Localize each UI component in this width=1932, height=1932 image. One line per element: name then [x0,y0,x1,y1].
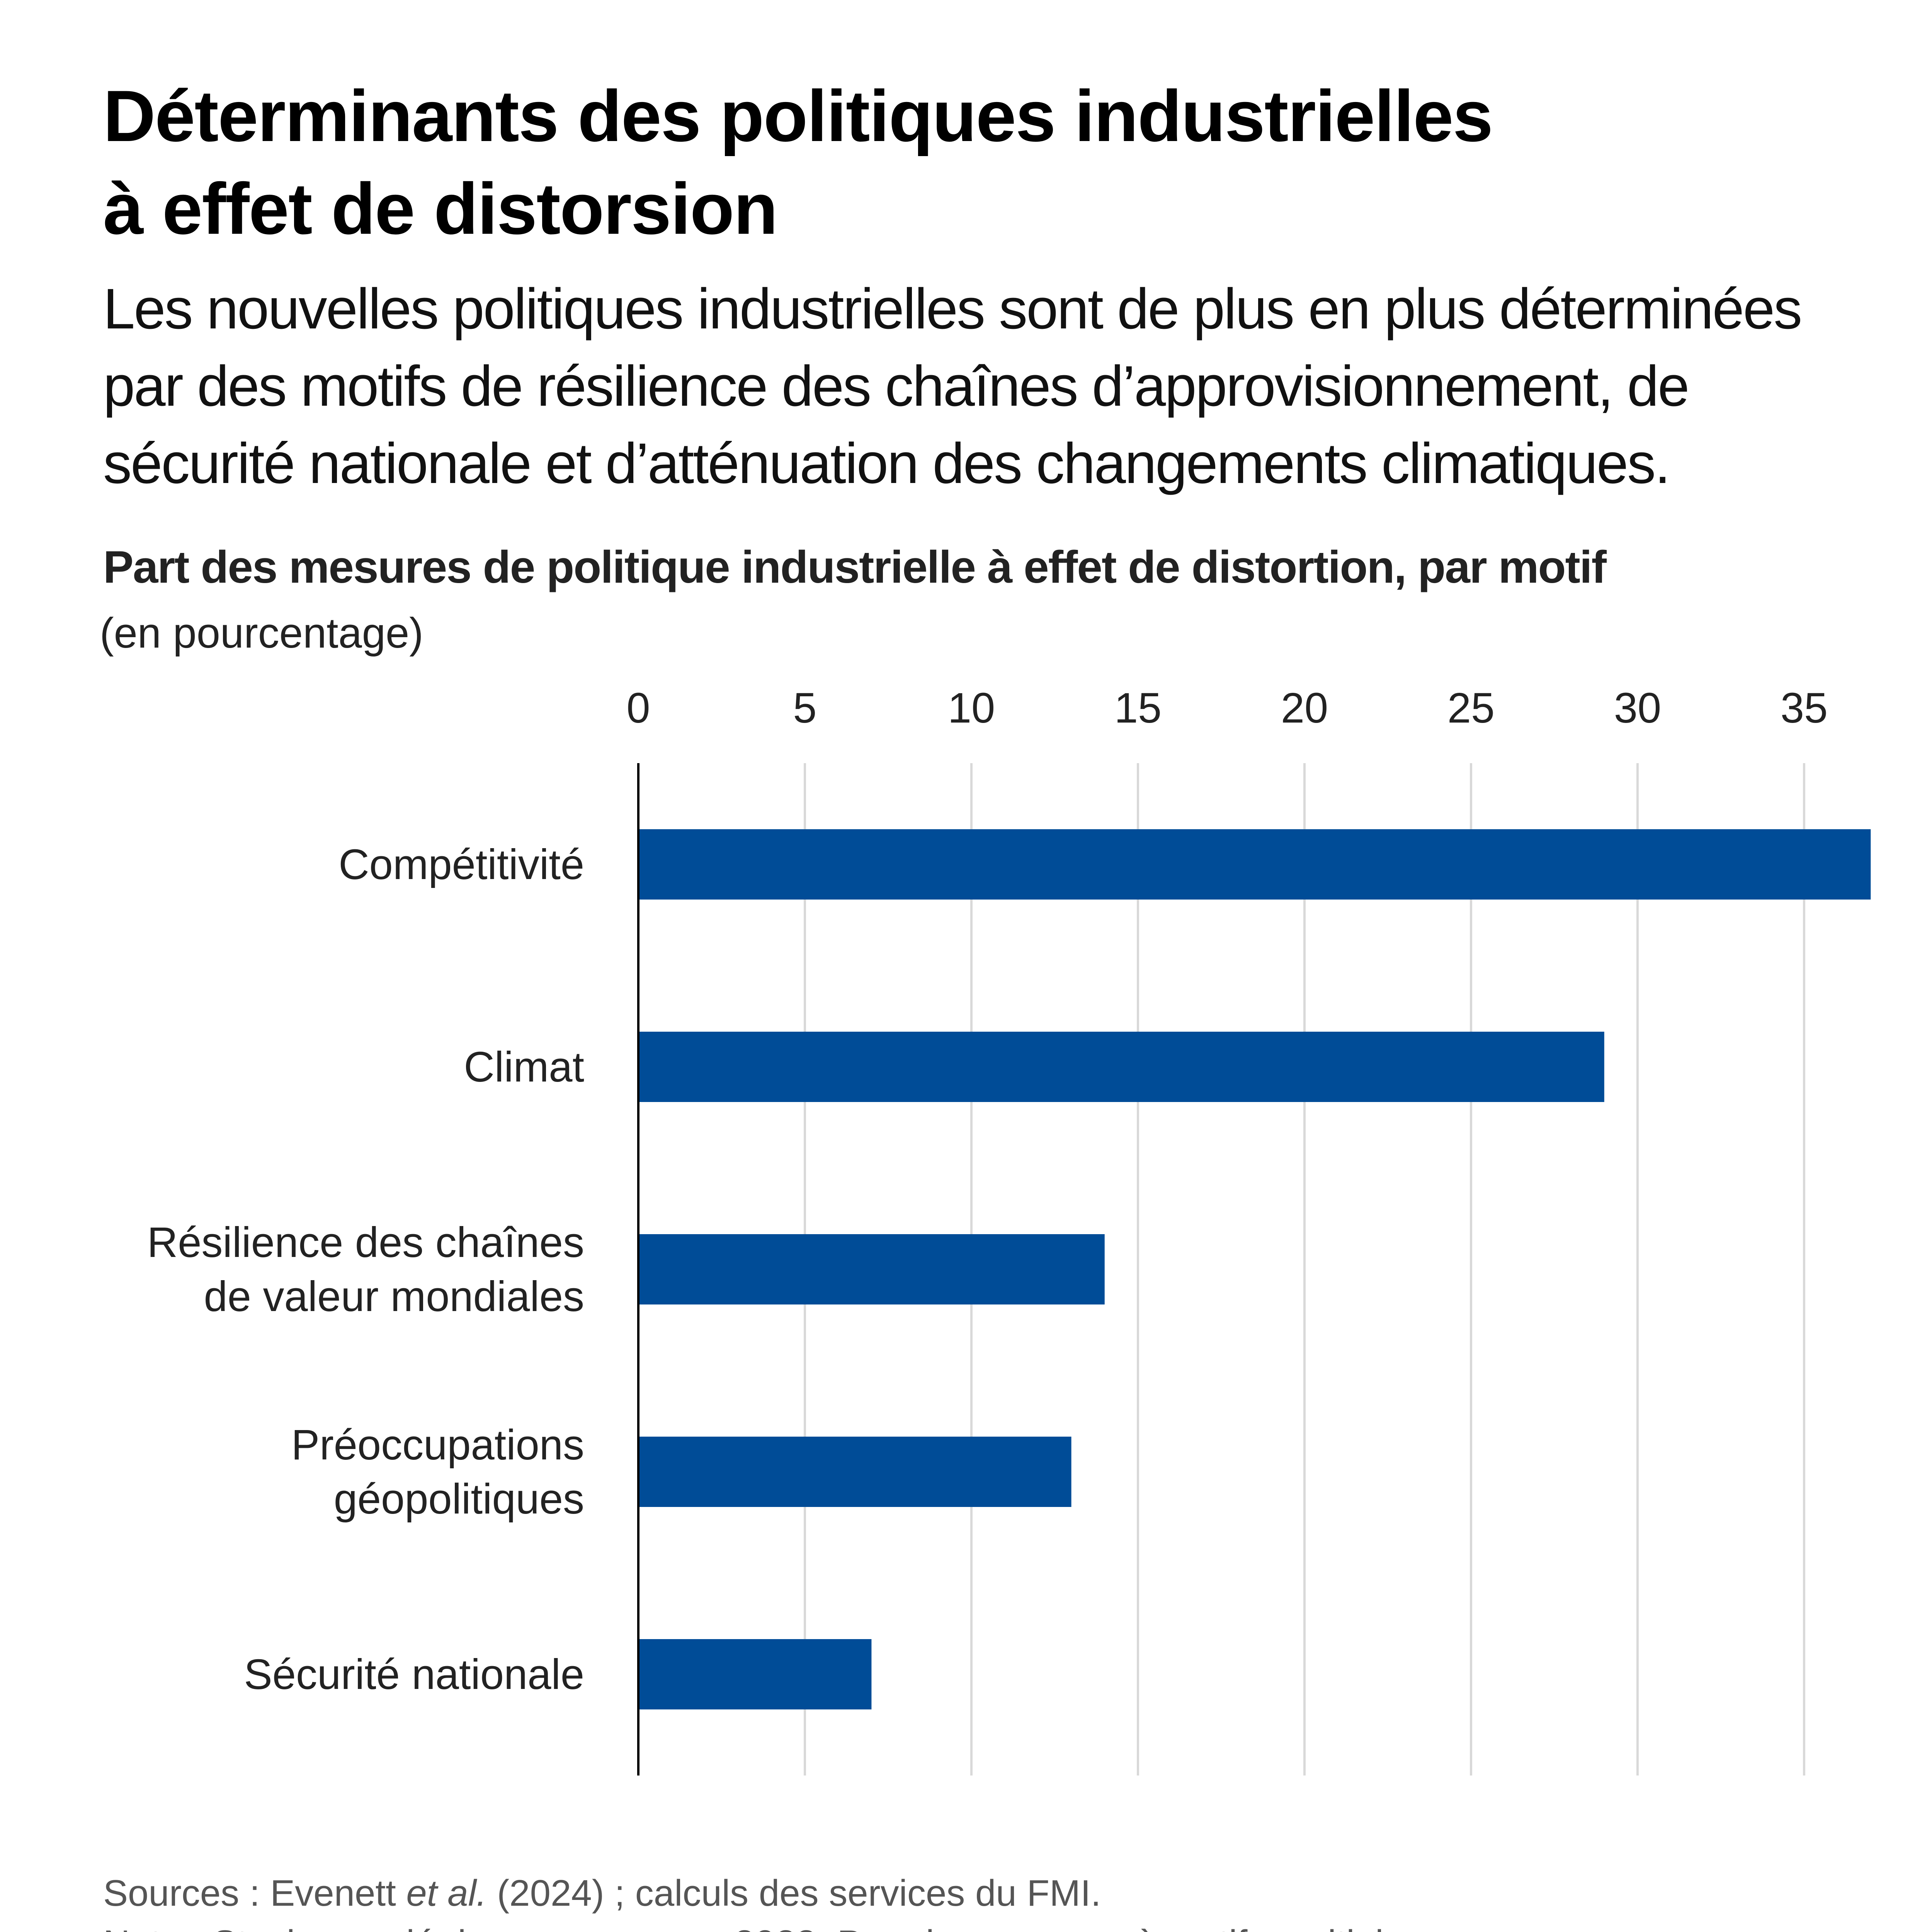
chart-units: (en pourcentage) [100,609,423,657]
sources-suffix: (2024) ; calculs des services du FMI. [486,1872,1101,1914]
page-title: Déterminants des politiques industrielle… [103,70,1932,255]
category-label: Compétitivité [338,841,584,888]
x-tick-label: 0 [626,684,650,732]
bar [638,829,1871,900]
bars [638,829,1871,1709]
subtitle-line-3: sécurité nationale et d’atténuation des … [103,432,1670,495]
note-line-1: Note : Stock cumulé de mesures pour 2023… [103,1918,1433,1932]
bar [638,1032,1604,1102]
x-tick-labels: 0510152025303540 [626,684,1828,732]
sources-italic: et al. [406,1872,487,1914]
category-label: Préoccupations [291,1421,584,1469]
x-tick-label: 30 [1614,684,1661,732]
x-tick-label: 20 [1281,684,1328,732]
subtitle-line-1: Les nouvelles politiques industrielles s… [103,277,1802,341]
footer: Sources : Evenett et al. (2024) ; calcul… [103,1868,1433,1932]
title-line-1: Déterminants des politiques industrielle… [103,75,1493,156]
category-label: Climat [464,1043,584,1091]
sources-note: Sources : Evenett et al. (2024) ; calcul… [103,1868,1433,1918]
bar [638,1234,1105,1304]
x-tick-label: 10 [948,684,995,732]
subtitle: Les nouvelles politiques industrielles s… [103,270,1932,502]
category-label: de valeur mondiales [204,1273,584,1320]
x-tick-label: 35 [1781,684,1828,732]
category-label: géopolitiques [334,1475,584,1523]
sources-prefix: Sources : Evenett [103,1872,406,1914]
chart-title: Part des mesures de politique industriel… [103,542,1607,593]
x-tick-label: 15 [1114,684,1162,732]
title-line-2: à effet de distorsion [103,168,778,249]
bar [638,1639,872,1709]
category-label: Sécurité nationale [244,1651,584,1698]
category-label: Résilience des chaînes [147,1219,584,1266]
subtitle-line-2: par des motifs de résilience des chaînes… [103,354,1689,418]
x-tick-label: 5 [793,684,816,732]
x-tick-label: 25 [1447,684,1495,732]
bar [638,1437,1071,1507]
category-labels: Compétitivité Climat Résilience des chaîne… [147,841,584,1698]
